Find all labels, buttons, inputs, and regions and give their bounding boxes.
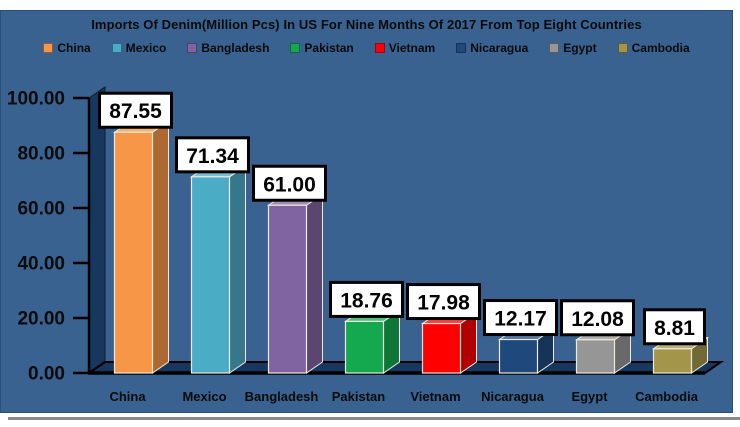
value-label-text: 61.00 (263, 173, 316, 196)
value-label-mexico: 71.34 (175, 136, 250, 174)
value-label-box (98, 91, 173, 129)
bottom-shadow-line (8, 417, 740, 420)
legend-item-bangladesh: Bangladesh (187, 41, 269, 55)
x-axis-label-bangladesh: Bangladesh (245, 389, 319, 404)
chart-back-wall (88, 86, 106, 374)
value-label-bangladesh: 61.00 (252, 164, 327, 202)
y-axis-tick-label: 40.00 (17, 254, 65, 275)
y-axis-tick-label: 80.00 (17, 144, 65, 165)
value-label-text: 17.98 (417, 292, 470, 315)
value-label-china: 87.55 (98, 91, 173, 129)
bar-side-face (229, 164, 246, 374)
legend-label: Pakistan (304, 41, 354, 55)
bar-front-face (498, 338, 539, 374)
legend-item-pakistan: Pakistan (290, 41, 354, 55)
floor-left-edge (88, 361, 106, 374)
value-label-text: 71.34 (186, 145, 239, 168)
bar-front-face (267, 204, 308, 374)
legend-swatch-pakistan (290, 43, 301, 53)
bar-front-face (344, 320, 385, 374)
y-axis-tick-label: 0.00 (28, 364, 65, 385)
value-label-nicaragua: 12.17 (483, 299, 558, 337)
x-axis-label-nicaragua: Nicaragua (481, 389, 545, 404)
y-axis-tick-label: 20.00 (17, 309, 65, 330)
value-label-text: 12.08 (571, 308, 624, 331)
legend-label: China (57, 41, 91, 55)
chart-title: Imports Of Denim(Million Pcs) In US For … (91, 17, 642, 32)
value-label-box (560, 299, 635, 337)
legend: China Mexico Bangladesh Pakistan Vietnam Nica… (1, 41, 732, 55)
legend-label: Egypt (563, 41, 597, 55)
legend-label: Nicaragua (470, 41, 529, 55)
legend-swatch-nicaragua (456, 43, 467, 53)
y-axis-tick-label: 100.00 (7, 89, 65, 110)
x-axis-label-vietnam: Vietnam (410, 389, 460, 404)
chart-panel: Imports Of Denim(Million Pcs) In US For … (0, 10, 733, 413)
x-axis-label-china: China (109, 389, 146, 404)
legend-item-cambodia: Cambodia (617, 41, 690, 55)
legend-item-mexico: Mexico (111, 41, 167, 55)
legend-label: Mexico (125, 41, 167, 55)
x-axis-label-cambodia: Cambodia (635, 389, 699, 404)
bar-front-face (652, 348, 693, 374)
value-label-egypt: 12.08 (560, 299, 635, 337)
value-label-box (483, 299, 558, 337)
value-label-pakistan: 18.76 (329, 280, 404, 318)
bar-side-face (306, 193, 323, 374)
legend-swatch-cambodia (617, 43, 628, 53)
x-axis-label-mexico: Mexico (182, 389, 226, 404)
x-axis-label-egypt: Egypt (571, 389, 608, 404)
value-label-box (329, 280, 404, 318)
bar-chart-plot: 0.00 20.00 40.00 60.00 80.00 100.00 87.55 71.34… (7, 86, 725, 404)
legend-swatch-china (43, 43, 54, 53)
legend-item-china: China (43, 41, 91, 55)
bar-front-face (113, 131, 154, 374)
legend-item-egypt: Egypt (549, 41, 597, 55)
legend-swatch-egypt (549, 43, 560, 53)
value-label-text: 18.76 (340, 289, 393, 312)
bar-mexico (189, 164, 248, 374)
bar-bangladesh (266, 193, 325, 374)
bar-vietnam (420, 311, 479, 374)
value-label-box (175, 136, 250, 174)
bar-cambodia (651, 336, 710, 374)
value-label-box (406, 283, 481, 321)
legend-swatch-bangladesh (187, 43, 198, 53)
bar-front-face (575, 339, 616, 374)
y-axis-tick-label: 60.00 (17, 199, 65, 220)
value-label-box (643, 308, 706, 346)
legend-label: Bangladesh (201, 41, 270, 55)
legend-label: Vietnam (388, 41, 436, 55)
bar-front-face (190, 176, 231, 374)
bar-side-face (152, 120, 169, 374)
legend-item-nicaragua: Nicaragua (456, 41, 528, 55)
legend-label: Cambodia (631, 41, 690, 55)
value-label-vietnam: 17.98 (406, 283, 481, 321)
x-axis-label-pakistan: Pakistan (332, 389, 386, 404)
value-label-box (252, 164, 327, 202)
bar-front-face (421, 322, 462, 374)
value-label-cambodia: 8.81 (643, 308, 706, 346)
value-label-text: 87.55 (109, 100, 162, 123)
legend-swatch-mexico (111, 43, 122, 53)
bar-china (112, 120, 171, 374)
value-label-text: 8.81 (654, 317, 695, 340)
legend-swatch-vietnam (374, 43, 385, 53)
value-label-text: 12.17 (494, 308, 547, 331)
legend-item-vietnam: Vietnam (374, 41, 436, 55)
bar-pakistan (343, 309, 402, 374)
